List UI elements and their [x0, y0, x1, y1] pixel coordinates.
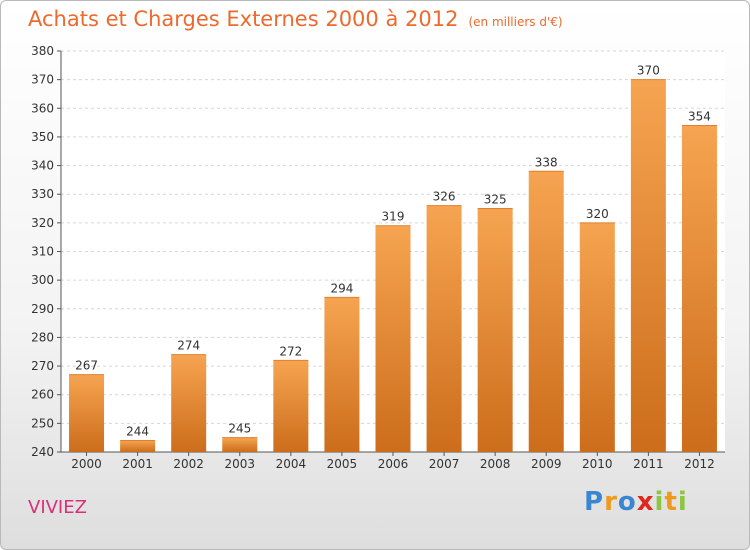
x-tick-label: 2000	[71, 457, 102, 471]
chart-subtitle: (en milliers d'€)	[468, 15, 563, 29]
y-tick-label: 330	[31, 187, 54, 201]
y-tick-label: 320	[31, 216, 54, 230]
x-tick-label: 2004	[276, 457, 307, 471]
x-tick-label: 2011	[633, 457, 664, 471]
bar-value-label: 370	[637, 64, 660, 78]
y-tick-label: 340	[31, 159, 54, 173]
bar-value-label: 245	[228, 422, 251, 436]
bar	[171, 354, 207, 452]
x-tick-label: 2001	[122, 457, 153, 471]
bar-value-label: 244	[126, 425, 149, 439]
bar	[477, 208, 513, 452]
y-tick-label: 240	[31, 445, 54, 459]
bar	[528, 171, 564, 453]
bar	[375, 225, 411, 452]
y-tick-label: 260	[31, 388, 54, 402]
y-tick-label: 310	[31, 245, 54, 259]
bar	[273, 360, 309, 452]
y-tick-label: 280	[31, 330, 54, 344]
bar	[579, 222, 615, 452]
bar-value-label: 325	[484, 193, 507, 207]
bar	[324, 297, 360, 452]
bar-value-label: 320	[586, 207, 609, 221]
x-tick-label: 2008	[480, 457, 511, 471]
bar-value-label: 272	[279, 344, 302, 358]
bar-value-label: 326	[433, 190, 456, 204]
x-tick-label: 2002	[173, 457, 204, 471]
bar-value-label: 338	[535, 155, 558, 169]
x-tick-label: 2005	[327, 457, 358, 471]
chart-title-text: Achats et Charges Externes 2000 à 2012	[28, 7, 459, 31]
x-tick-label: 2012	[684, 457, 715, 471]
y-tick-label: 270	[31, 359, 54, 373]
y-tick-label: 370	[31, 73, 54, 87]
x-tick-label: 2009	[531, 457, 562, 471]
bar-value-label: 274	[177, 339, 200, 353]
bar	[681, 125, 717, 452]
y-tick-label: 380	[31, 44, 54, 58]
bar	[69, 374, 105, 452]
bar	[426, 205, 462, 452]
bar-value-label: 267	[75, 359, 98, 373]
place-name: VIVIEZ	[28, 497, 87, 518]
bar	[630, 79, 666, 453]
bar-value-label: 294	[330, 281, 353, 295]
y-tick-label: 360	[31, 101, 54, 115]
x-tick-label: 2010	[582, 457, 613, 471]
chart-title: Achats et Charges Externes 2000 à 2012 (e…	[28, 7, 563, 31]
bar-value-label: 319	[382, 210, 405, 224]
x-tick-label: 2007	[429, 457, 460, 471]
x-tick-label: 2006	[378, 457, 409, 471]
x-tick-label: 2003	[224, 457, 255, 471]
bar	[120, 440, 156, 452]
y-tick-label: 350	[31, 130, 54, 144]
bar-value-label: 354	[688, 109, 711, 123]
y-tick-label: 290	[31, 302, 54, 316]
y-tick-label: 250	[31, 416, 54, 430]
bar	[222, 437, 258, 452]
y-tick-label: 300	[31, 273, 54, 287]
proxiti-logo[interactable]: Proxiti	[584, 487, 688, 517]
